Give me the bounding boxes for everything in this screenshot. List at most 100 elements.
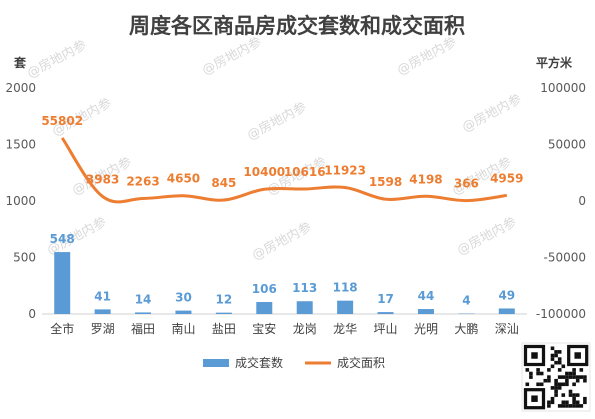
qr-cell	[575, 404, 580, 408]
qr-cell	[572, 393, 576, 397]
watermark-10: @房地内参	[249, 219, 314, 264]
category-label-9: 光明	[414, 322, 438, 336]
line-label-0: 55802	[41, 114, 83, 128]
qr-cell	[565, 375, 569, 379]
watermark-11: @房地内参	[454, 214, 519, 259]
line-label-5: 10400	[243, 165, 285, 179]
category-label-3: 南山	[171, 321, 195, 336]
area-line	[60, 137, 507, 204]
legend-label-line: 成交面积	[337, 355, 385, 370]
qr-cell	[565, 400, 569, 405]
qr-cell	[572, 404, 576, 408]
qr-cell	[579, 404, 584, 408]
bar-label-2: 14	[135, 292, 152, 306]
bar-label-7: 118	[333, 281, 358, 295]
right-tick-2: 0	[578, 194, 586, 208]
line-label-6: 10616	[284, 165, 326, 179]
bar-label-3: 30	[175, 291, 192, 305]
line-label-1: 3983	[86, 172, 119, 186]
bar-label-6: 113	[292, 281, 317, 295]
qr-cell	[550, 346, 555, 351]
category-label-11: 深汕	[495, 322, 519, 336]
qr-cell	[554, 378, 558, 383]
qr-cell	[575, 378, 580, 383]
qr-cell	[565, 382, 569, 387]
qr-cell	[525, 382, 530, 387]
qr-cell	[557, 404, 562, 408]
qr-finder-core	[574, 352, 581, 359]
bar-0	[54, 252, 71, 314]
watermark-2: @房地内参	[394, 34, 459, 79]
qr-cell	[554, 393, 558, 397]
qr-cell	[554, 350, 558, 354]
qr-cell	[550, 400, 555, 405]
qr-cell	[557, 368, 562, 372]
qr-cell	[572, 368, 576, 372]
bar-1	[94, 309, 111, 314]
bar-label-0: 548	[50, 232, 75, 246]
legend-label-bars: 成交套数	[235, 355, 283, 370]
qr-cell	[575, 375, 580, 379]
left-tick-4: 0	[28, 307, 36, 321]
category-label-8: 坪山	[374, 322, 398, 336]
bar-7	[337, 300, 354, 314]
qr-cell	[568, 371, 573, 376]
right-tick-0: 100000	[540, 81, 586, 95]
qr-cell	[565, 378, 569, 383]
qr-cell	[539, 371, 544, 376]
qr-cell	[550, 357, 555, 361]
qr-cell	[568, 389, 573, 394]
category-labels: 全市 罗湖 福田 南山 盐田 宝安 龙岗 龙华 坪山 光明 大鹏 深汕	[50, 321, 519, 336]
left-axis-ticks: 2000 1500 1000 500 0	[5, 81, 36, 321]
right-axis-ticks: 100000 50000 0 -50000 -100000	[536, 81, 586, 321]
qr-cell	[539, 382, 544, 387]
right-axis-unit: 平方米	[536, 55, 573, 70]
watermark-1: @房地内参	[199, 34, 264, 79]
qr-cell	[557, 360, 562, 365]
qr-cell	[572, 396, 576, 401]
line-label-8: 1598	[369, 175, 402, 189]
qr-cell	[547, 400, 551, 405]
bar-5	[256, 302, 273, 314]
category-label-2: 福田	[131, 321, 155, 336]
qr-cell	[565, 371, 569, 376]
line-label-11: 4959	[490, 171, 523, 185]
bar-label-10: 4	[462, 294, 470, 308]
category-label-6: 龙岗	[293, 322, 317, 336]
category-label-10: 大鹏	[454, 322, 478, 336]
bar-label-1: 41	[94, 289, 111, 303]
qr-finder-core	[531, 352, 538, 359]
chart-title: 周度各区商品房成交套数和成交面积	[129, 14, 465, 38]
qr-cell	[543, 378, 548, 383]
left-tick-1: 1500	[5, 138, 36, 152]
qr-cell	[561, 393, 566, 397]
qr-cell	[583, 396, 587, 401]
qr-cell	[568, 404, 573, 408]
bar-6	[296, 301, 313, 314]
qr-cell	[583, 375, 587, 379]
line-label-9: 4198	[409, 172, 442, 186]
left-tick-3: 500	[13, 251, 36, 265]
legend: 成交套数 成交面积	[203, 355, 385, 370]
watermark-5: @房地内参	[459, 91, 524, 136]
qr-cell	[572, 400, 576, 405]
qr-cell	[568, 375, 573, 379]
qr-finder	[567, 344, 589, 367]
qr-cell	[557, 386, 562, 390]
bar-label-5: 106	[252, 282, 277, 296]
bar-9	[417, 309, 434, 314]
qr-cell	[554, 386, 558, 390]
left-axis-unit: 套	[13, 55, 27, 70]
qr-cell	[550, 386, 555, 390]
bar-label-4: 12	[216, 293, 233, 307]
qr-cell	[583, 400, 587, 405]
category-label-4: 盐田	[212, 322, 236, 336]
right-tick-1: 50000	[548, 138, 586, 152]
qr-cell	[565, 404, 569, 408]
qr-cell	[561, 364, 566, 369]
line-label-3: 4650	[167, 172, 200, 186]
watermarks: @房地内参 @房地内参 @房地内参@房地内参 @房地内参 @房地内参@房地内参 @房地内参…	[24, 34, 524, 264]
qr-cell	[536, 371, 540, 376]
qr-cell	[554, 382, 558, 387]
